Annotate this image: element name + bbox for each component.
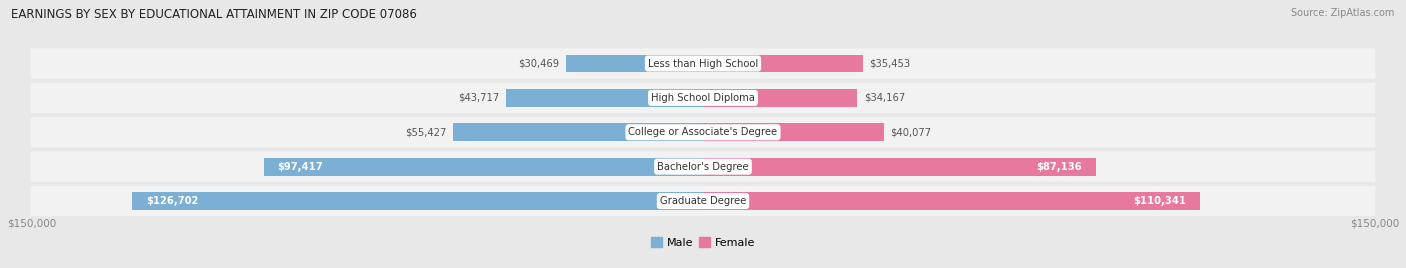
Bar	[703, 123, 883, 141]
Bar	[132, 192, 703, 210]
Bar	[703, 192, 1201, 210]
Text: $34,167: $34,167	[863, 93, 905, 103]
Text: Graduate Degree: Graduate Degree	[659, 196, 747, 206]
Legend: Male, Female: Male, Female	[647, 233, 759, 252]
Text: Source: ZipAtlas.com: Source: ZipAtlas.com	[1291, 8, 1395, 18]
Text: $97,417: $97,417	[277, 162, 323, 172]
FancyBboxPatch shape	[31, 186, 1375, 216]
Text: $150,000: $150,000	[7, 218, 56, 228]
FancyBboxPatch shape	[31, 151, 1375, 182]
Bar	[703, 89, 856, 107]
Text: College or Associate's Degree: College or Associate's Degree	[628, 127, 778, 137]
Text: EARNINGS BY SEX BY EDUCATIONAL ATTAINMENT IN ZIP CODE 07086: EARNINGS BY SEX BY EDUCATIONAL ATTAINMEN…	[11, 8, 418, 21]
Text: $126,702: $126,702	[146, 196, 198, 206]
Text: High School Diploma: High School Diploma	[651, 93, 755, 103]
FancyBboxPatch shape	[31, 49, 1375, 79]
Text: Less than High School: Less than High School	[648, 58, 758, 69]
Text: $87,136: $87,136	[1036, 162, 1083, 172]
Bar	[703, 55, 863, 72]
FancyBboxPatch shape	[31, 117, 1375, 147]
Text: $110,341: $110,341	[1133, 196, 1187, 206]
Text: Bachelor's Degree: Bachelor's Degree	[657, 162, 749, 172]
Bar	[703, 158, 1095, 176]
Text: $55,427: $55,427	[405, 127, 447, 137]
Bar	[264, 158, 703, 176]
Bar	[565, 55, 703, 72]
FancyBboxPatch shape	[31, 83, 1375, 113]
Text: $43,717: $43,717	[458, 93, 499, 103]
Text: $150,000: $150,000	[1350, 218, 1399, 228]
Text: $30,469: $30,469	[517, 58, 560, 69]
Text: $35,453: $35,453	[869, 58, 911, 69]
Bar	[506, 89, 703, 107]
Text: $40,077: $40,077	[890, 127, 931, 137]
Bar	[453, 123, 703, 141]
